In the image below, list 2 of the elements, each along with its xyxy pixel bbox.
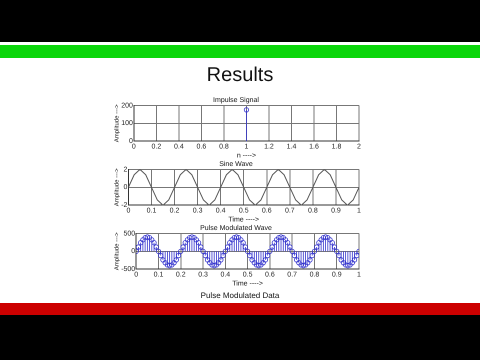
text: Pulse Modulated Data xyxy=(200,291,280,300)
text: Results xyxy=(206,64,274,86)
